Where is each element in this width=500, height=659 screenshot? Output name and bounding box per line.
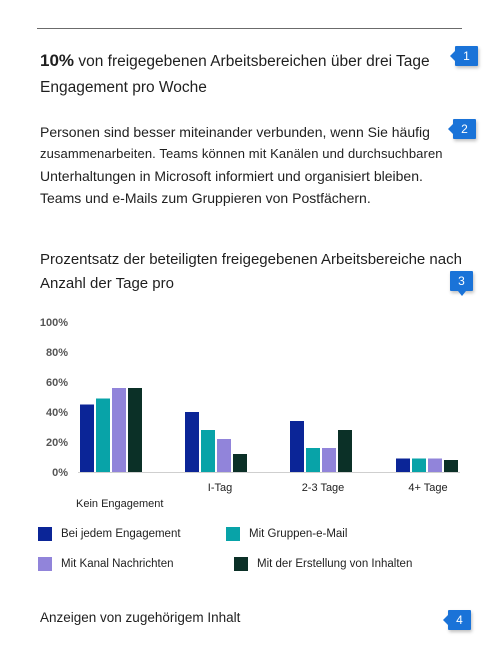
legend-swatch-all <box>38 527 52 541</box>
description-paragraph: Personen sind besser miteinander verbund… <box>40 121 480 209</box>
legend-label-all: Bei jedem Engagement <box>61 528 181 540</box>
related-content-link[interactable]: Anzeigen von zugehörigem Inhalt <box>40 610 241 625</box>
divider <box>37 28 462 29</box>
bar <box>322 448 336 472</box>
bar <box>112 388 126 472</box>
description-line-3: Unterhaltungen in Microsoft informiert u… <box>40 168 423 184</box>
bar <box>306 448 320 472</box>
y-tick-label: 100% <box>40 317 68 329</box>
bar <box>428 458 442 472</box>
y-tick-label: 80% <box>46 347 68 359</box>
legend-label-content: Mit der Erstellung von Inhalten <box>257 558 413 570</box>
bar <box>217 439 231 472</box>
chart-title: Prozentsatz der beteiligten freigegebene… <box>40 251 462 292</box>
bar <box>412 458 426 472</box>
bar <box>338 430 352 472</box>
engagement-headline: 10% von freigegebenen Arbeitsbereichen ü… <box>40 48 445 101</box>
legend-swatch-channel <box>38 557 52 571</box>
bar <box>290 421 304 472</box>
engagement-bar-chart: 0% 20% 40% 60% 80% 100% Kein Engagement I-Tag 2-… <box>40 317 460 510</box>
legend-label-email: Mit Gruppen-e-Mail <box>249 528 348 540</box>
chart-legend: Bei jedem Engagement Mit Gruppen-e-Mail … <box>38 522 478 582</box>
y-tick-label: 0% <box>52 467 68 479</box>
bar <box>396 458 410 472</box>
callout-2[interactable]: 2 <box>448 119 476 139</box>
y-tick-label: 40% <box>46 407 68 419</box>
y-tick-label: 20% <box>46 437 68 449</box>
y-tick-label: 60% <box>46 377 68 389</box>
legend-item-all: Bei jedem Engagement <box>38 527 181 541</box>
description-line-2: zusammenarbeiten. Teams können mit Kanäl… <box>40 146 443 161</box>
description-line-1: Personen sind besser miteinander verbund… <box>40 124 430 140</box>
legend-label-channel: Mit Kanal Nachrichten <box>61 558 174 570</box>
headline-text: von freigegebenen Arbeitsbereichen über … <box>40 53 430 96</box>
x-category-label: 2-3 Tage <box>302 482 345 494</box>
bar <box>201 430 215 472</box>
x-category-label: 4+ Tage <box>408 482 447 494</box>
legend-swatch-email <box>226 527 240 541</box>
bar <box>128 388 142 472</box>
x-category-label: Kein Engagement <box>76 498 163 510</box>
bar <box>444 460 458 472</box>
legend-item-channel: Mit Kanal Nachrichten <box>38 557 174 571</box>
callout-1[interactable]: 1 <box>450 46 478 66</box>
bar <box>185 412 199 472</box>
bar <box>233 454 247 472</box>
x-category-label: I-Tag <box>208 482 232 494</box>
bar <box>80 404 94 472</box>
callout-4[interactable]: 4 <box>443 610 471 630</box>
legend-item-email: Mit Gruppen-e-Mail <box>226 527 347 541</box>
legend-swatch-content <box>234 557 248 571</box>
headline-percent: 10% <box>40 51 75 70</box>
description-line-4: Teams und e-Mails zum Gruppieren von Pos… <box>40 190 371 206</box>
callout-3[interactable]: 3 <box>450 271 473 296</box>
legend-item-content: Mit der Erstellung von Inhalten <box>234 557 412 571</box>
bar <box>96 398 110 472</box>
